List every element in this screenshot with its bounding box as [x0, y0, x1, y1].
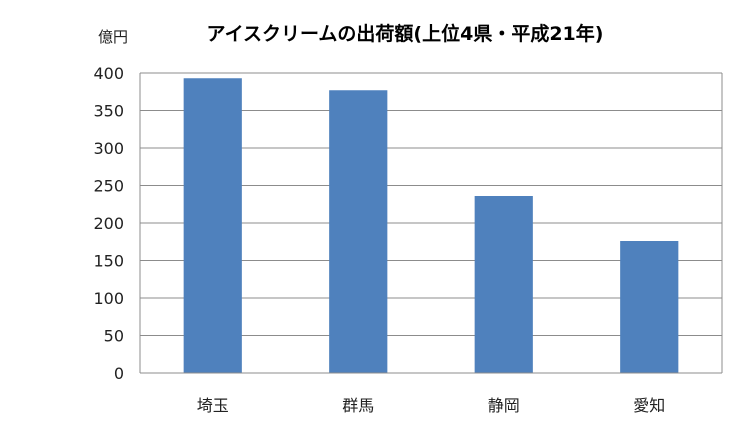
- bar: [329, 90, 388, 373]
- y-tick-label: 400: [93, 64, 124, 83]
- x-tick-label: 埼玉: [197, 396, 229, 415]
- y-axis-ticks: 0 50 100 150 200 250 300 350 400: [93, 64, 124, 383]
- bar: [474, 196, 533, 373]
- bars: [183, 78, 679, 373]
- x-tick-label: 群馬: [342, 396, 374, 415]
- y-tick-label: 100: [93, 289, 124, 308]
- y-tick-label: 150: [93, 252, 124, 271]
- bar: [183, 78, 242, 373]
- y-tick-label: 350: [93, 102, 124, 121]
- y-tick-label: 300: [93, 139, 124, 158]
- y-tick-label: 50: [104, 327, 124, 346]
- y-tick-label: 0: [114, 364, 124, 383]
- y-tick-label: 200: [93, 214, 124, 233]
- x-axis-ticks: 埼玉 群馬 静岡 愛知: [197, 396, 666, 415]
- bar: [620, 241, 679, 373]
- x-tick-label: 愛知: [633, 396, 665, 415]
- y-axis-label: 億円: [98, 28, 128, 46]
- chart-title: アイスクリームの出荷額(上位4県・平成21年): [207, 22, 604, 45]
- x-tick-label: 静岡: [488, 396, 520, 415]
- y-tick-label: 250: [93, 177, 124, 196]
